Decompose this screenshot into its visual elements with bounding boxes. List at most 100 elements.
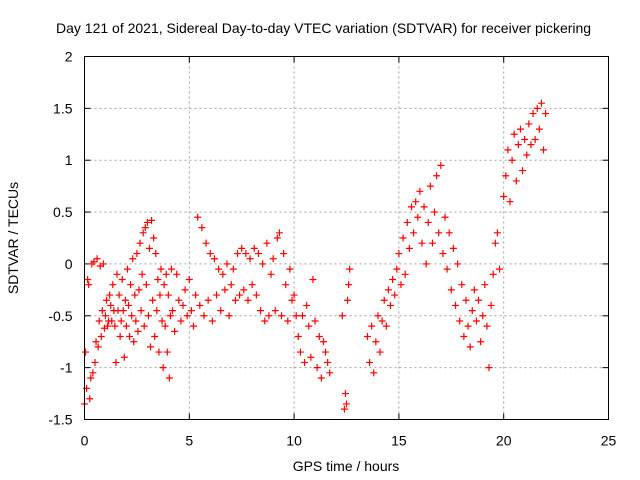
data-point [462,296,470,304]
data-point [542,110,550,118]
data-point [403,218,411,226]
data-point [257,307,265,315]
data-point [284,317,292,325]
data-point [338,312,346,320]
data-point [147,343,155,351]
data-point [533,104,541,112]
data-point [155,348,163,356]
data-point [346,265,354,273]
data-point [447,286,455,294]
data-point [90,258,98,266]
data-point [426,182,434,190]
data-point [236,291,244,299]
data-point [137,307,145,315]
data-point [305,322,313,330]
data-point [138,270,146,278]
data-point [489,270,497,278]
data-point [506,198,514,206]
data-point [173,270,181,278]
data-point [477,338,485,346]
data-point [140,322,148,330]
y-tick-label: 1.5 [53,100,73,116]
data-point [86,395,94,403]
data-point [372,338,380,346]
data-point [531,135,539,143]
data-point [470,286,478,294]
data-point [208,317,216,325]
data-point [91,358,99,366]
data-point [464,322,472,330]
data-point [382,322,390,330]
data-point [200,312,208,320]
data-point [121,296,129,304]
data-point [130,338,138,346]
data-point [250,244,258,252]
data-point [271,307,279,315]
data-point [340,405,348,413]
data-point [519,167,527,175]
data-point [93,255,101,263]
data-point [153,307,161,315]
data-point [376,348,384,356]
data-point [527,141,535,149]
data-point [185,275,193,283]
data-point [171,327,179,335]
data-point [472,317,480,325]
data-point [125,301,133,309]
y-tick-label: -1.5 [48,412,72,428]
data-point [231,296,239,304]
data-point [89,369,97,377]
data-point [451,301,459,309]
data-point [389,275,397,283]
data-point [407,203,415,211]
y-tick-label: -1 [60,360,73,376]
data-point [163,348,171,356]
data-point [540,146,548,154]
data-point [240,286,248,294]
data-point [516,125,524,133]
data-point [202,239,210,247]
data-point [288,296,296,304]
data-point [151,333,159,341]
data-point [150,234,158,242]
data-point [158,317,166,325]
data-point [344,296,352,304]
data-point [120,353,128,361]
data-point [315,333,323,341]
data-point [229,265,237,273]
data-point [157,265,165,273]
data-point [261,317,269,325]
data-point [483,322,491,330]
data-point [412,198,420,206]
data-point [248,281,256,289]
data-point [225,312,233,320]
data-point [479,312,487,320]
data-point [393,265,401,273]
data-point [181,286,189,294]
data-point [441,213,449,221]
data-point [117,317,125,325]
x-tick-label: 0 [81,433,89,449]
data-point [475,296,483,304]
data-point [142,281,150,289]
y-tick-label: -0.5 [48,308,72,324]
data-point [167,265,175,273]
data-point [94,343,102,351]
data-point [133,250,141,258]
data-point [491,239,499,247]
data-point [485,364,493,372]
data-point [215,265,223,273]
data-point [223,260,231,268]
data-point [298,312,306,320]
data-point [109,281,117,289]
data-point [307,353,315,361]
data-point [456,317,464,325]
data-point [194,213,202,221]
data-point [87,374,95,382]
data-point [433,172,441,180]
data-point [166,312,174,320]
data-point [156,291,164,299]
data-point [101,312,109,320]
data-point [187,307,195,315]
data-point [508,156,516,164]
